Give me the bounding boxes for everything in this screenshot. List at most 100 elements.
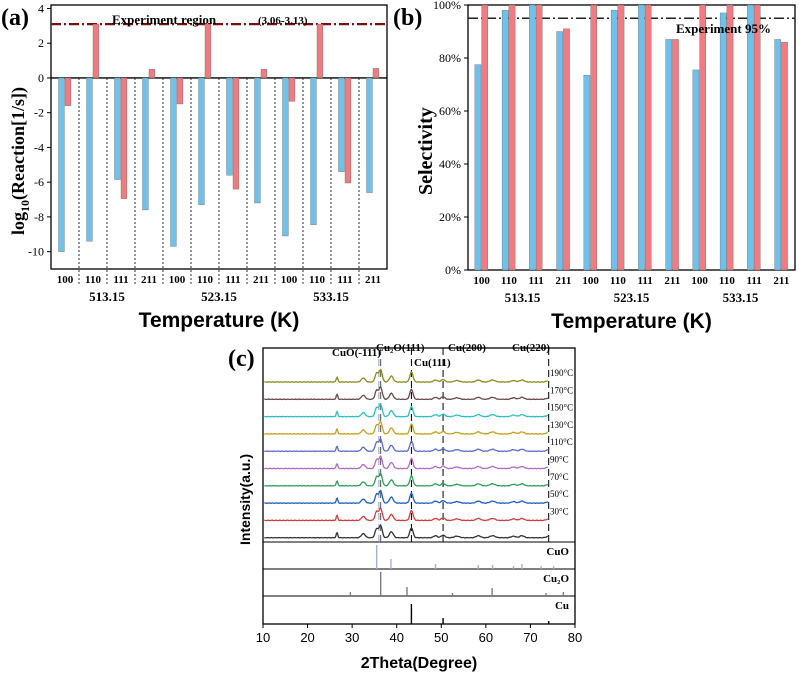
panel-b-bar (699, 4, 706, 271)
panel-a-y-axis-title: log10(Reaction[1/s]) (8, 87, 32, 235)
panel-b-bar (474, 64, 482, 271)
panel-a-frame (50, 4, 388, 270)
panel-b-facet-label: 111 (746, 275, 761, 287)
panel-c-series-label: 110°C (550, 437, 573, 447)
panel-a-x-axis-title: Temperature (K) (139, 309, 300, 332)
panel-c-xrd-trace (264, 386, 549, 401)
panel-c-xtick-label: 40 (389, 630, 403, 645)
panel-b-bar (481, 4, 488, 271)
panel-b-facet-label: 111 (637, 275, 652, 287)
panel-b-bar (672, 39, 679, 271)
panel-a-bar (310, 77, 317, 225)
panel-a-ytick-label: -4 (34, 140, 44, 154)
panel-b-chart: 100% 80% 60% 40% 20% 0% 100 110 111 211 513.15 100 1… (415, 0, 796, 333)
panel-a-facet-label: 100 (57, 274, 74, 286)
panel-c-xrd-trace (264, 403, 549, 418)
panel-a-facet-label: 111 (225, 274, 240, 286)
panel-b-bar (781, 41, 788, 271)
panel-a-bar (226, 77, 233, 176)
panel-a-ytick-label: -10 (28, 245, 44, 259)
panel-c-xrd-trace (264, 368, 548, 383)
panel-b-category-label: 513.15 (505, 290, 541, 305)
panel-b-ytick-label: 80% (439, 51, 461, 65)
panel-a-bar (176, 77, 184, 105)
panel-c-reference-label: Cu₂O (543, 573, 569, 585)
panel-a-bar (114, 77, 121, 180)
panel-b-experiment-annotation: Experiment 95% (676, 21, 771, 36)
panel-b-frame (467, 4, 796, 271)
panel-c-series-label: 150°C (550, 403, 573, 413)
panel-b-facet-label: 211 (773, 275, 789, 287)
panel-c-frame (262, 347, 576, 625)
panel-c-xrd-trace (264, 455, 548, 470)
panel-c-xtick-label: 30 (345, 630, 359, 645)
panel-b-bar (753, 4, 761, 271)
panel-c-series-label: 130°C (550, 420, 573, 430)
panel-a-facet-label: 110 (197, 274, 213, 286)
panel-a-ytick-label: -8 (34, 210, 44, 224)
panel-b-bar (692, 69, 700, 271)
panel-a-experiment-annotation: Experiment region (112, 12, 217, 27)
panel-b-bar (563, 28, 570, 271)
panel-c-peak-label: Cu(200) (448, 342, 486, 354)
panel-b-facet-label: 100 (473, 275, 490, 287)
panel-b-bar (665, 39, 672, 271)
panel-a-ytick-label: -2 (34, 106, 44, 120)
panel-a-bar (254, 77, 261, 204)
panel-c-xrd-trace (264, 507, 549, 522)
panel-b-bar (644, 4, 652, 271)
panel-b-bar (617, 4, 625, 271)
panel-a-letter: (a) (1, 5, 29, 31)
panel-a-facet-label: 110 (309, 274, 325, 286)
panel-c-x-axis-title: 2Theta(Degree) (361, 655, 477, 672)
panel-a-ytick-label: -6 (34, 175, 44, 189)
panel-a-bar (316, 23, 324, 79)
panel-b-facet-label: 111 (528, 275, 543, 287)
panel-b-facet-label: 100 (582, 275, 599, 287)
panel-a-bar (92, 23, 100, 79)
panel-a-bar (64, 77, 72, 106)
panel-b-x-axis-title: Temperature (K) (551, 310, 712, 333)
panel-b-category-label: 533.15 (723, 290, 759, 305)
panel-c-peak-label: Cu₂O(111) (376, 342, 425, 354)
panel-b-letter: (b) (393, 5, 422, 31)
panel-a-bar (170, 77, 177, 247)
panel-a-bar (148, 69, 156, 79)
panel-b-ytick-label: 20% (439, 210, 461, 224)
panel-b-ytick-label: 0% (445, 263, 461, 277)
panel-c-xrd-trace (264, 420, 548, 435)
panel-a-bar (366, 77, 373, 193)
panel-b-bar (583, 75, 591, 271)
panel-a-facet-label: 211 (253, 274, 269, 286)
panel-c-chart: 10 20 30 40 50 60 70 80 2Theta(Degree) Intensity(… (237, 342, 582, 672)
panel-c-peak-label: Cu(220) (512, 342, 550, 354)
panel-b-bar (726, 4, 734, 271)
panel-b-bar (638, 4, 645, 271)
panel-b-y-axis-title: Selectivity (415, 107, 437, 195)
panel-a-facet-label: 211 (365, 274, 381, 286)
panel-a-bar (288, 77, 296, 102)
panel-c-xtick-label: 70 (523, 630, 537, 645)
panel-b-bar (501, 10, 509, 271)
panel-a-ytick-label: 2 (38, 36, 44, 50)
panel-a-facet-label: 110 (85, 274, 101, 286)
panel-b-bar (719, 12, 727, 271)
panel-a-ytick-label: 0 (38, 71, 44, 85)
panel-a-facet-label: 111 (113, 274, 128, 286)
panel-c-reference-label: CuO (546, 546, 569, 558)
panel-a-experiment-range: (3.06-3.13) (258, 15, 308, 27)
panel-c-xtick-label: 20 (300, 630, 314, 645)
panel-b-facet-label: 110 (610, 275, 626, 287)
panel-a-bar (372, 68, 380, 79)
panel-c-xrd-trace (264, 489, 549, 504)
panel-c-reference-label: Cu (555, 600, 569, 612)
panel-c-peak-label: Cu(111) (414, 357, 451, 369)
panel-a-chart: 4 2 0 -2 -4 -6 -8 -10 100 110 111 211 513.15 100 110 11… (8, 1, 388, 332)
panel-a-bar (198, 77, 205, 205)
panel-b-bar (747, 4, 754, 271)
panel-a-bar (338, 77, 345, 172)
panel-b-facet-label: 110 (501, 275, 517, 287)
panel-b-facet-label: 100 (691, 275, 708, 287)
panel-a-facet-label: 211 (141, 274, 157, 286)
